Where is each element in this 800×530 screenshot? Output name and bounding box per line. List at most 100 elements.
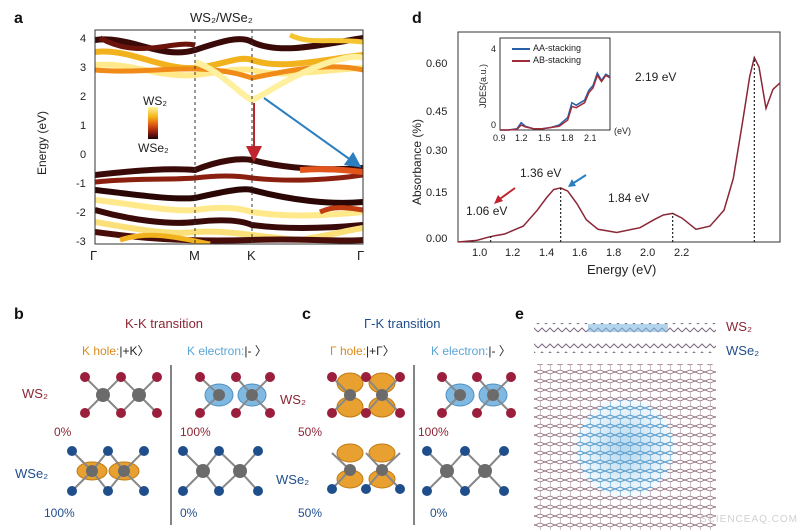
inset-ylabel: JDES(a.u.) — [478, 63, 488, 108]
a-xtick-3: Γ — [357, 248, 365, 263]
b-layer-wse2: WSe₂ — [15, 466, 49, 481]
colorbar — [148, 107, 158, 139]
c-pct-right-bottom: 0% — [430, 506, 448, 520]
ws2-structure-right — [195, 372, 275, 418]
e-layer-wse2: WSe₂ — [726, 343, 760, 358]
a-ytick-2: 2 — [80, 91, 87, 103]
inset-xtick-1: 1.2 — [515, 133, 528, 143]
panel-c-title: Γ-K transition — [364, 316, 441, 331]
d-ytick-0: 0.00 — [426, 233, 448, 245]
absorbance-plot — [457, 31, 781, 243]
colorbar-top-label: WS₂ — [143, 94, 167, 108]
d-xtick-5: 2.0 — [640, 247, 656, 259]
inset-xunit: (eV) — [614, 126, 632, 136]
c-pct-right-top: 100% — [418, 425, 449, 439]
watermark: SCIENCEAQ.COM — [700, 514, 799, 525]
a-ytick-4: 0 — [80, 149, 87, 161]
band-structure-plot — [94, 29, 364, 245]
b-right-header-b: |- 〉 — [244, 344, 267, 358]
moire-lattice — [534, 323, 716, 530]
b-pct-right-top: 100% — [180, 425, 211, 439]
b-pct-left-top: 0% — [54, 425, 72, 439]
a-xtick-1: M — [189, 248, 200, 263]
inset-xtick-4: 2.1 — [584, 133, 597, 143]
colorbar-bottom-label: WSe₂ — [138, 141, 169, 155]
panel-d-xlabel: Energy (eV) — [587, 262, 657, 277]
legend-aa-label: AA-stacking — [533, 43, 582, 53]
kk-orbitals — [67, 365, 275, 525]
a-ytick-7: -3 — [76, 236, 86, 248]
panel-c-label: c — [302, 306, 311, 323]
b-left-header-a: K hole: — [82, 344, 120, 358]
panel-d-label: d — [412, 10, 422, 27]
d-xtick-4: 1.8 — [606, 247, 622, 259]
legend-ab-label: AB-stacking — [533, 55, 582, 65]
c-layer-wse2: WSe₂ — [276, 472, 310, 487]
annot-219: 2.19 eV — [635, 70, 677, 84]
d-xtick-2: 1.4 — [539, 247, 555, 259]
b-right-header-a: K electron: — [187, 344, 245, 358]
moire-localized-state — [577, 400, 673, 496]
d-xtick-3: 1.6 — [572, 247, 588, 259]
d-ytick-3: 0.45 — [426, 106, 448, 118]
d-ytick-1: 0.15 — [426, 187, 448, 199]
absorbance-curve — [457, 55, 781, 243]
c-wse2-structure-right — [422, 446, 509, 496]
b-pct-left-bottom: 100% — [44, 506, 75, 520]
panel-e-label: e — [515, 306, 524, 323]
panel-d-ylabel: Absorbance (%) — [410, 118, 424, 205]
b-right-header: K electron:|- 〉 — [187, 342, 267, 359]
d-ytick-4: 0.60 — [426, 58, 448, 70]
inset-xtick-2: 1.5 — [538, 133, 551, 143]
inset-ytick-0: 0 — [491, 120, 497, 130]
a-ytick-1: 3 — [80, 62, 87, 74]
panel-b-label: b — [14, 306, 24, 323]
c-ws2-structure-left — [327, 372, 405, 418]
inset-xtick-3: 1.8 — [561, 133, 574, 143]
b-layer-ws2: WS₂ — [22, 386, 48, 401]
a-xtick-2: K — [247, 248, 256, 263]
d-xtick-1: 1.2 — [505, 247, 521, 259]
wse2-structure-left — [67, 446, 149, 496]
c-left-header: Γ hole:|+Γ〉 — [330, 342, 395, 359]
c-right-header-a: K electron: — [431, 344, 489, 358]
a-ytick-0: 4 — [80, 33, 87, 45]
panel-a-ylabel: Energy (eV) — [35, 110, 49, 175]
c-left-header-a: Γ hole: — [330, 344, 366, 358]
e-layer-ws2: WS₂ — [726, 319, 752, 334]
c-wse2-structure-left — [327, 443, 405, 494]
gamma-k-orbitals — [327, 365, 516, 525]
d-xtick-6: 2.2 — [674, 247, 690, 259]
blue-annot-arrow — [571, 174, 587, 185]
annot-184: 1.84 eV — [608, 191, 650, 205]
inset-ytick-1: 4 — [491, 44, 497, 54]
ws2-structure-left — [80, 372, 162, 418]
annot-106: 1.06 eV — [466, 204, 508, 218]
a-ytick-5: -1 — [76, 178, 86, 190]
c-pct-left-top: 50% — [298, 425, 323, 439]
c-left-header-b: |+Γ〉 — [365, 344, 395, 358]
b-left-header-b: |+K〉 — [119, 344, 150, 358]
panel-a-label: a — [14, 10, 23, 27]
wse2-structure-right — [178, 446, 263, 496]
inset-ab-curve — [500, 73, 611, 131]
a-ytick-6: -2 — [76, 207, 86, 219]
inset-xtick-0: 0.9 — [493, 133, 506, 143]
b-pct-right-bottom: 0% — [180, 506, 198, 520]
c-right-header-b: |- 〉 — [488, 344, 511, 358]
d-ytick-2: 0.30 — [426, 145, 448, 157]
wse2-side-layer — [534, 343, 716, 353]
b-left-header: K hole:|+K〉 — [82, 342, 150, 359]
annot-136: 1.36 eV — [520, 166, 562, 180]
gamma-k-arrow — [263, 97, 362, 168]
a-xtick-0: Γ — [90, 248, 98, 263]
d-xtick-0: 1.0 — [472, 247, 488, 259]
a-ytick-3: 1 — [80, 120, 87, 132]
c-layer-ws2: WS₂ — [280, 392, 306, 407]
c-ws2-structure-right — [437, 372, 516, 418]
inset-frame — [499, 37, 611, 131]
panel-b-title: K-K transition — [125, 316, 204, 331]
c-right-header: K electron:|- 〉 — [431, 342, 511, 359]
c-pct-left-bottom: 50% — [298, 506, 323, 520]
panel-a-title: WS₂/WSe₂ — [190, 10, 253, 25]
